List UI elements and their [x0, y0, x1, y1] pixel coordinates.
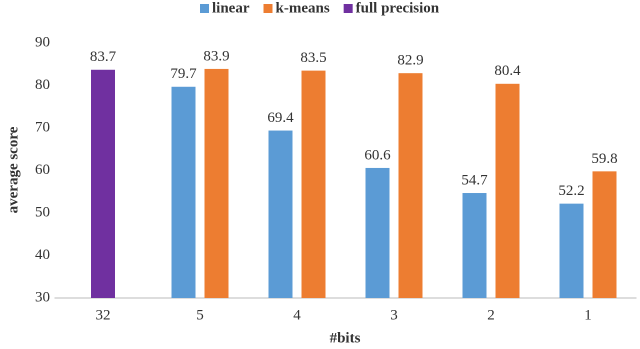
bar [91, 69, 115, 299]
legend-swatch [263, 4, 273, 13]
y-tick-label: 80 [35, 77, 50, 93]
bar [171, 86, 196, 299]
y-tick-label: 40 [35, 247, 50, 263]
data-label: 79.7 [170, 66, 197, 82]
data-label: 60.6 [364, 147, 391, 163]
legend-label: linear [212, 0, 250, 16]
x-tick-label: 32 [96, 307, 111, 323]
bar [365, 167, 390, 298]
y-tick-label: 60 [35, 162, 50, 178]
y-tick-label: 90 [35, 34, 50, 50]
x-tick-label: 5 [196, 307, 204, 323]
data-label: 83.7 [90, 49, 117, 65]
data-label: 83.9 [203, 48, 229, 64]
bar [204, 68, 229, 298]
bar [462, 193, 487, 298]
y-tick-label: 70 [35, 119, 50, 135]
bar [559, 203, 584, 298]
bar [301, 70, 326, 298]
x-tick-label: 4 [293, 307, 301, 323]
data-label: 52.2 [558, 183, 584, 199]
bar [592, 171, 617, 298]
x-tick-label: 1 [584, 307, 592, 323]
x-tick-label: 2 [487, 307, 495, 323]
legend-swatch [200, 4, 209, 13]
legend-label: k-means [276, 0, 330, 16]
data-label: 59.8 [591, 151, 617, 167]
data-label: 83.5 [300, 50, 326, 66]
y-tick-label: 30 [35, 289, 50, 305]
legend-label: full precision [356, 0, 440, 16]
x-axis-label: #bits [330, 330, 361, 346]
legend-swatch [343, 4, 353, 13]
data-label: 80.4 [494, 63, 521, 79]
data-label: 54.7 [461, 172, 488, 188]
y-tick-label: 50 [35, 204, 50, 220]
data-label: 69.4 [267, 110, 294, 126]
x-tick-label: 3 [390, 307, 398, 323]
bar [398, 73, 423, 298]
data-label: 82.9 [397, 53, 423, 69]
bar [268, 130, 293, 298]
y-axis-label: average score [5, 126, 21, 213]
bar [495, 83, 520, 298]
